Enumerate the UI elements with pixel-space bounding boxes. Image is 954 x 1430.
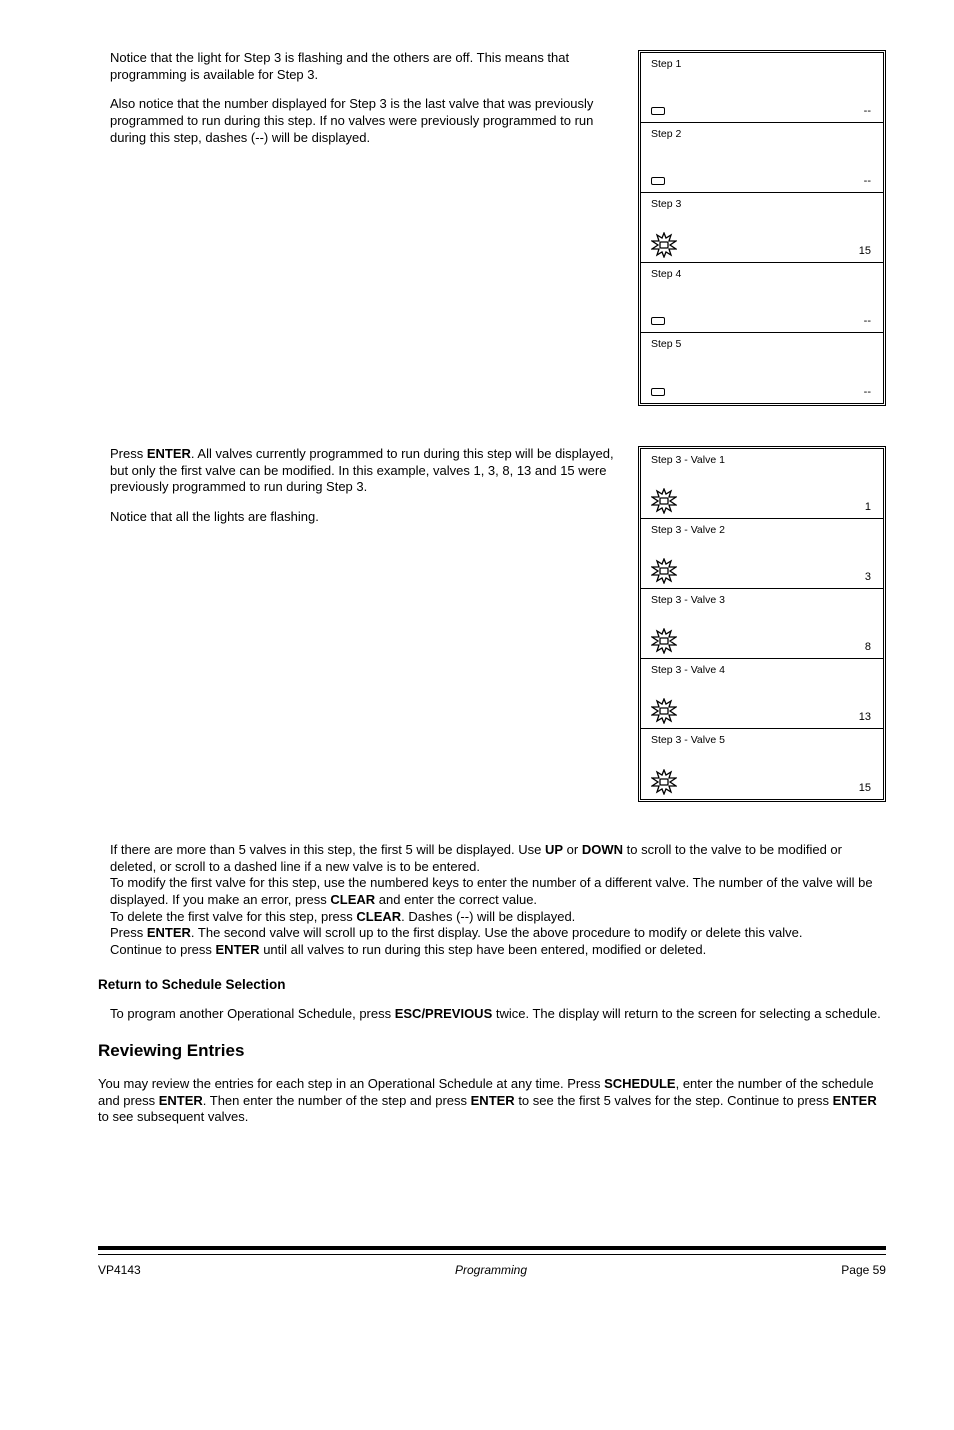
key-up: UP	[545, 842, 563, 857]
row-label: Step 3 - Valve 5	[651, 735, 873, 747]
key-enter: ENTER	[471, 1093, 515, 1108]
para: Also notice that the number displayed fo…	[98, 96, 614, 146]
panel-row: Step 3 15	[641, 193, 883, 263]
para: To program another Operational Schedule,…	[98, 1006, 886, 1023]
led-off-icon	[651, 317, 665, 325]
page-footer: VP4143 Programming Page 59	[98, 1246, 886, 1278]
section-b-text: Press ENTER. All valves currently progra…	[98, 446, 614, 802]
key-enter: ENTER	[147, 925, 191, 940]
footer-right: Page 59	[841, 1263, 886, 1278]
key-enter: ENTER	[833, 1093, 877, 1108]
panel-row: Step 3 - Valve 3 8	[641, 589, 883, 659]
row-num: --	[864, 385, 873, 399]
key-esc: ESC/PREVIOUS	[395, 1006, 493, 1021]
section-b: Press ENTER. All valves currently progra…	[98, 446, 886, 802]
para: If there are more than 5 valves in this …	[98, 842, 886, 875]
panel-row: Step 1 --	[641, 53, 883, 123]
panel-row: Step 5 --	[641, 333, 883, 403]
led-flash-icon	[651, 769, 677, 795]
para: Continue to press ENTER until all valves…	[98, 942, 886, 959]
divider	[98, 1254, 886, 1255]
para: You may review the entries for each step…	[98, 1076, 886, 1126]
row-label: Step 3 - Valve 3	[651, 595, 873, 607]
key-enter: ENTER	[216, 942, 260, 957]
footer-left: VP4143	[98, 1263, 141, 1278]
row-label: Step 3 - Valve 4	[651, 665, 873, 677]
key-clear: CLEAR	[330, 892, 375, 907]
divider	[98, 1246, 886, 1250]
body-text: If there are more than 5 valves in this …	[98, 842, 886, 1126]
row-num: 3	[865, 570, 873, 584]
section-a-text: Notice that the light for Step 3 is flas…	[98, 50, 614, 406]
row-num: 15	[859, 244, 873, 258]
row-label: Step 4	[651, 269, 873, 281]
row-num: --	[864, 174, 873, 188]
para: To delete the first valve for this step,…	[98, 909, 886, 926]
section-a: Notice that the light for Step 3 is flas…	[98, 50, 886, 406]
panel-row: Step 2 --	[641, 123, 883, 193]
led-flash-icon	[651, 488, 677, 514]
led-flash-icon	[651, 232, 677, 258]
row-num: 8	[865, 640, 873, 654]
heading-return: Return to Schedule Selection	[98, 976, 886, 993]
row-label: Step 5	[651, 339, 873, 351]
para: Notice that the light for Step 3 is flas…	[98, 50, 614, 83]
panel-row: Step 3 - Valve 1 1	[641, 449, 883, 519]
heading-review: Reviewing Entries	[98, 1040, 886, 1062]
led-flash-icon	[651, 628, 677, 654]
para: Press ENTER. All valves currently progra…	[98, 446, 614, 496]
key-enter: ENTER	[159, 1093, 203, 1108]
row-num: 1	[865, 500, 873, 514]
row-label: Step 2	[651, 129, 873, 141]
row-num: --	[864, 314, 873, 328]
para: To modify the first valve for this step,…	[98, 875, 886, 908]
row-num: --	[864, 104, 873, 118]
led-off-icon	[651, 177, 665, 185]
key-enter: ENTER	[147, 446, 191, 461]
key-schedule: SCHEDULE	[604, 1076, 676, 1091]
panel-row: Step 4 --	[641, 263, 883, 333]
panel-row: Step 3 - Valve 2 3	[641, 519, 883, 589]
led-flash-icon	[651, 698, 677, 724]
row-num: 13	[859, 710, 873, 724]
panel-row: Step 3 - Valve 4 13	[641, 659, 883, 729]
row-label: Step 3 - Valve 2	[651, 525, 873, 537]
led-off-icon	[651, 107, 665, 115]
panel-row: Step 3 - Valve 5 15	[641, 729, 883, 799]
row-label: Step 3	[651, 199, 873, 211]
para: Press ENTER. The second valve will scrol…	[98, 925, 886, 942]
key-down: DOWN	[582, 842, 623, 857]
row-label: Step 3 - Valve 1	[651, 455, 873, 467]
led-flash-icon	[651, 558, 677, 584]
row-label: Step 1	[651, 59, 873, 71]
footer-mid: Programming	[455, 1263, 527, 1278]
panel-a: Step 1 -- Step 2 -- Step 3	[638, 50, 886, 406]
para: Notice that all the lights are flashing.	[98, 509, 614, 526]
panel-b: Step 3 - Valve 1 1 Step 3 - Valve 2 3 St…	[638, 446, 886, 802]
row-num: 15	[859, 781, 873, 795]
led-off-icon	[651, 388, 665, 396]
key-clear: CLEAR	[356, 909, 401, 924]
